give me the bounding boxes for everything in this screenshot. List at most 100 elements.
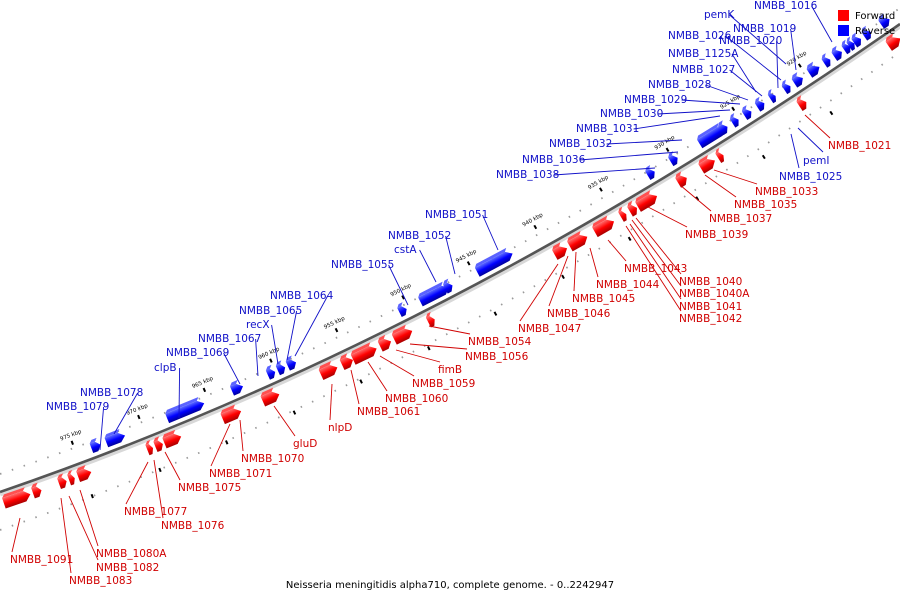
gene-nmbb-1028[interactable] [753,96,767,112]
gene-pemk[interactable] [840,39,853,55]
gene-nmbb-1065[interactable] [275,360,288,376]
gene-nmbb-1059[interactable] [391,323,415,345]
label-nmbb-1035[interactable]: NMBB_1035 [734,199,797,211]
label-nmbb-1056[interactable]: NMBB_1056 [465,351,529,363]
gene-clpb[interactable] [104,428,127,448]
gene-nmbb-1051[interactable] [474,246,515,277]
label-nmbb-1040[interactable]: NMBB_1040 [679,276,742,288]
label-nmbb-1039[interactable]: NMBB_1039 [685,229,748,241]
gene-nmbb-1021[interactable] [795,95,809,112]
label-nmbb-1071[interactable]: NMBB_1071 [209,468,272,480]
label-nmbb-1091[interactable]: NMBB_1091 [10,554,73,566]
gene-nmbb-1077[interactable] [144,439,155,456]
gene-nmbb-1043[interactable] [626,200,640,217]
label-nmbb-1069[interactable]: NMBB_1069 [166,347,229,359]
gene-nmbb-1035[interactable] [714,147,727,164]
label-nmbb-1030[interactable]: NMBB_1030 [600,108,663,120]
label-nmbb-1021[interactable]: NMBB_1021 [828,140,891,152]
label-nmbb-1029[interactable]: NMBB_1029 [624,94,687,106]
label-nmbb-1016[interactable]: NMBB_1016 [754,0,818,12]
label-nmbb-1025[interactable]: NMBB_1025 [779,171,842,183]
gene-nmbb-1083[interactable] [56,473,68,490]
label-pemk[interactable]: pemK [704,9,735,21]
gene-nmbb-1045[interactable] [591,214,617,238]
label-nmbb-1070[interactable]: NMBB_1070 [241,453,304,465]
label-nmbb-1044[interactable]: NMBB_1044 [596,279,660,291]
label-nmbb-1042[interactable]: NMBB_1042 [679,313,742,325]
gene-nmbb-1026[interactable] [820,53,833,68]
label-nmbb-1052[interactable]: NMBB_1052 [388,230,451,242]
gene-nmbb-1091b[interactable] [30,482,43,499]
label-nmbb-1020[interactable]: NMBB_1020 [719,35,782,47]
gene-nmbb-1078[interactable] [89,437,103,454]
gene-nmbb-1047[interactable] [551,241,570,260]
gene-nmbb-1025[interactable] [845,36,858,51]
gene-nmbb-1020b[interactable] [790,71,806,88]
label-nmbb-1125a[interactable]: NMBB_1125A [668,48,739,60]
gene-nmbb-1029[interactable] [740,105,754,121]
gene-nmbb-1044[interactable] [617,206,630,222]
label-nmbb-1043[interactable]: NMBB_1043 [624,263,687,275]
label-nmbb-1047[interactable]: NMBB_1047 [518,323,581,335]
label-nmbb-1061[interactable]: NMBB_1061 [357,406,420,418]
label-nmbb-1065[interactable]: NMBB_1065 [239,305,302,317]
label-nmbb-1038[interactable]: NMBB_1038 [496,169,559,181]
label-pemi[interactable]: pemI [803,155,829,167]
gene-nmbb-1064[interactable] [285,355,299,371]
gene-nmbb-1040[interactable] [634,189,660,212]
label-nmbb-1059[interactable]: NMBB_1059 [412,378,475,390]
label-nmbb-1026[interactable]: NMBB_1026 [668,30,732,42]
gene-nmbb-1091[interactable] [1,486,32,509]
gene-nmbb-1032[interactable] [696,121,728,149]
gene-nmbb-1067[interactable] [229,379,245,396]
label-clpb[interactable]: clpB [154,362,177,374]
label-nmbb-1019[interactable]: NMBB_1019 [733,23,796,35]
label-nmbb-1046[interactable]: NMBB_1046 [547,308,611,320]
gene-nmbb-1071[interactable] [219,403,243,425]
gene-recx[interactable] [265,364,278,380]
label-nmbb-1045[interactable]: NMBB_1045 [572,293,635,305]
gene-nmbb-1027[interactable] [766,88,778,104]
label-nmbb-1082[interactable]: NMBB_1082 [96,562,159,574]
gene-nmbb-1061[interactable] [350,341,379,365]
label-nlpd[interactable]: nlpD [328,422,352,434]
gene-nmbb-1076[interactable] [152,436,165,453]
label-nmbb-1079[interactable]: NMBB_1079 [46,401,109,413]
label-nmbb-1040a[interactable]: NMBB_1040A [679,288,750,300]
gene-nmbb-1046[interactable] [566,229,590,252]
label-nmbb-1076[interactable]: NMBB_1076 [161,520,225,532]
label-nmbb-1051[interactable]: NMBB_1051 [425,209,488,221]
gene-nmbb-1082[interactable] [66,470,77,486]
gene-nmbb-1075[interactable] [161,429,183,449]
gene-nmbb-1039[interactable] [674,171,690,188]
label-nmbb-1075[interactable]: NMBB_1075 [178,482,241,494]
gene-nmbb-1079[interactable] [877,13,893,29]
gene-nlpd[interactable] [339,352,356,371]
label-glud[interactable]: gluD [293,438,317,450]
gene-nmbb-1069[interactable] [164,396,206,424]
label-nmbb-1083[interactable]: NMBB_1083 [69,575,132,587]
label-recx[interactable]: recX [246,319,270,331]
label-nmbb-1031[interactable]: NMBB_1031 [576,123,639,135]
gene-nmbb-1892[interactable] [884,31,900,51]
label-csta[interactable]: cstA [394,244,417,256]
gene-nmbb-1080a[interactable] [75,464,93,482]
label-nmbb-1077[interactable]: NMBB_1077 [124,506,187,518]
gene-cstA[interactable] [417,280,451,307]
gene-nmbb-1070[interactable] [259,386,281,407]
gene-nmbb-1054[interactable] [425,311,438,328]
gene-nmbb-1019[interactable] [830,45,845,62]
label-fimb[interactable]: fimB [438,364,462,376]
label-nmbb-1064[interactable]: NMBB_1064 [270,290,334,302]
gene-nmbb-1125a[interactable] [780,79,793,95]
gene-glud[interactable] [317,360,339,380]
label-nmbb-1078[interactable]: NMBB_1078 [80,387,143,399]
gene-nmbb-1037[interactable] [697,153,718,174]
label-nmbb-1027[interactable]: NMBB_1027 [672,64,735,76]
gene-nmbb-1030[interactable] [728,112,741,128]
label-nmbb-1054[interactable]: NMBB_1054 [468,336,532,348]
label-nmbb-1036[interactable]: NMBB_1036 [522,154,586,166]
label-nmbb-1060[interactable]: NMBB_1060 [385,393,448,405]
label-nmbb-1033[interactable]: NMBB_1033 [755,186,818,198]
gene-nmbb-1016[interactable] [850,32,864,48]
